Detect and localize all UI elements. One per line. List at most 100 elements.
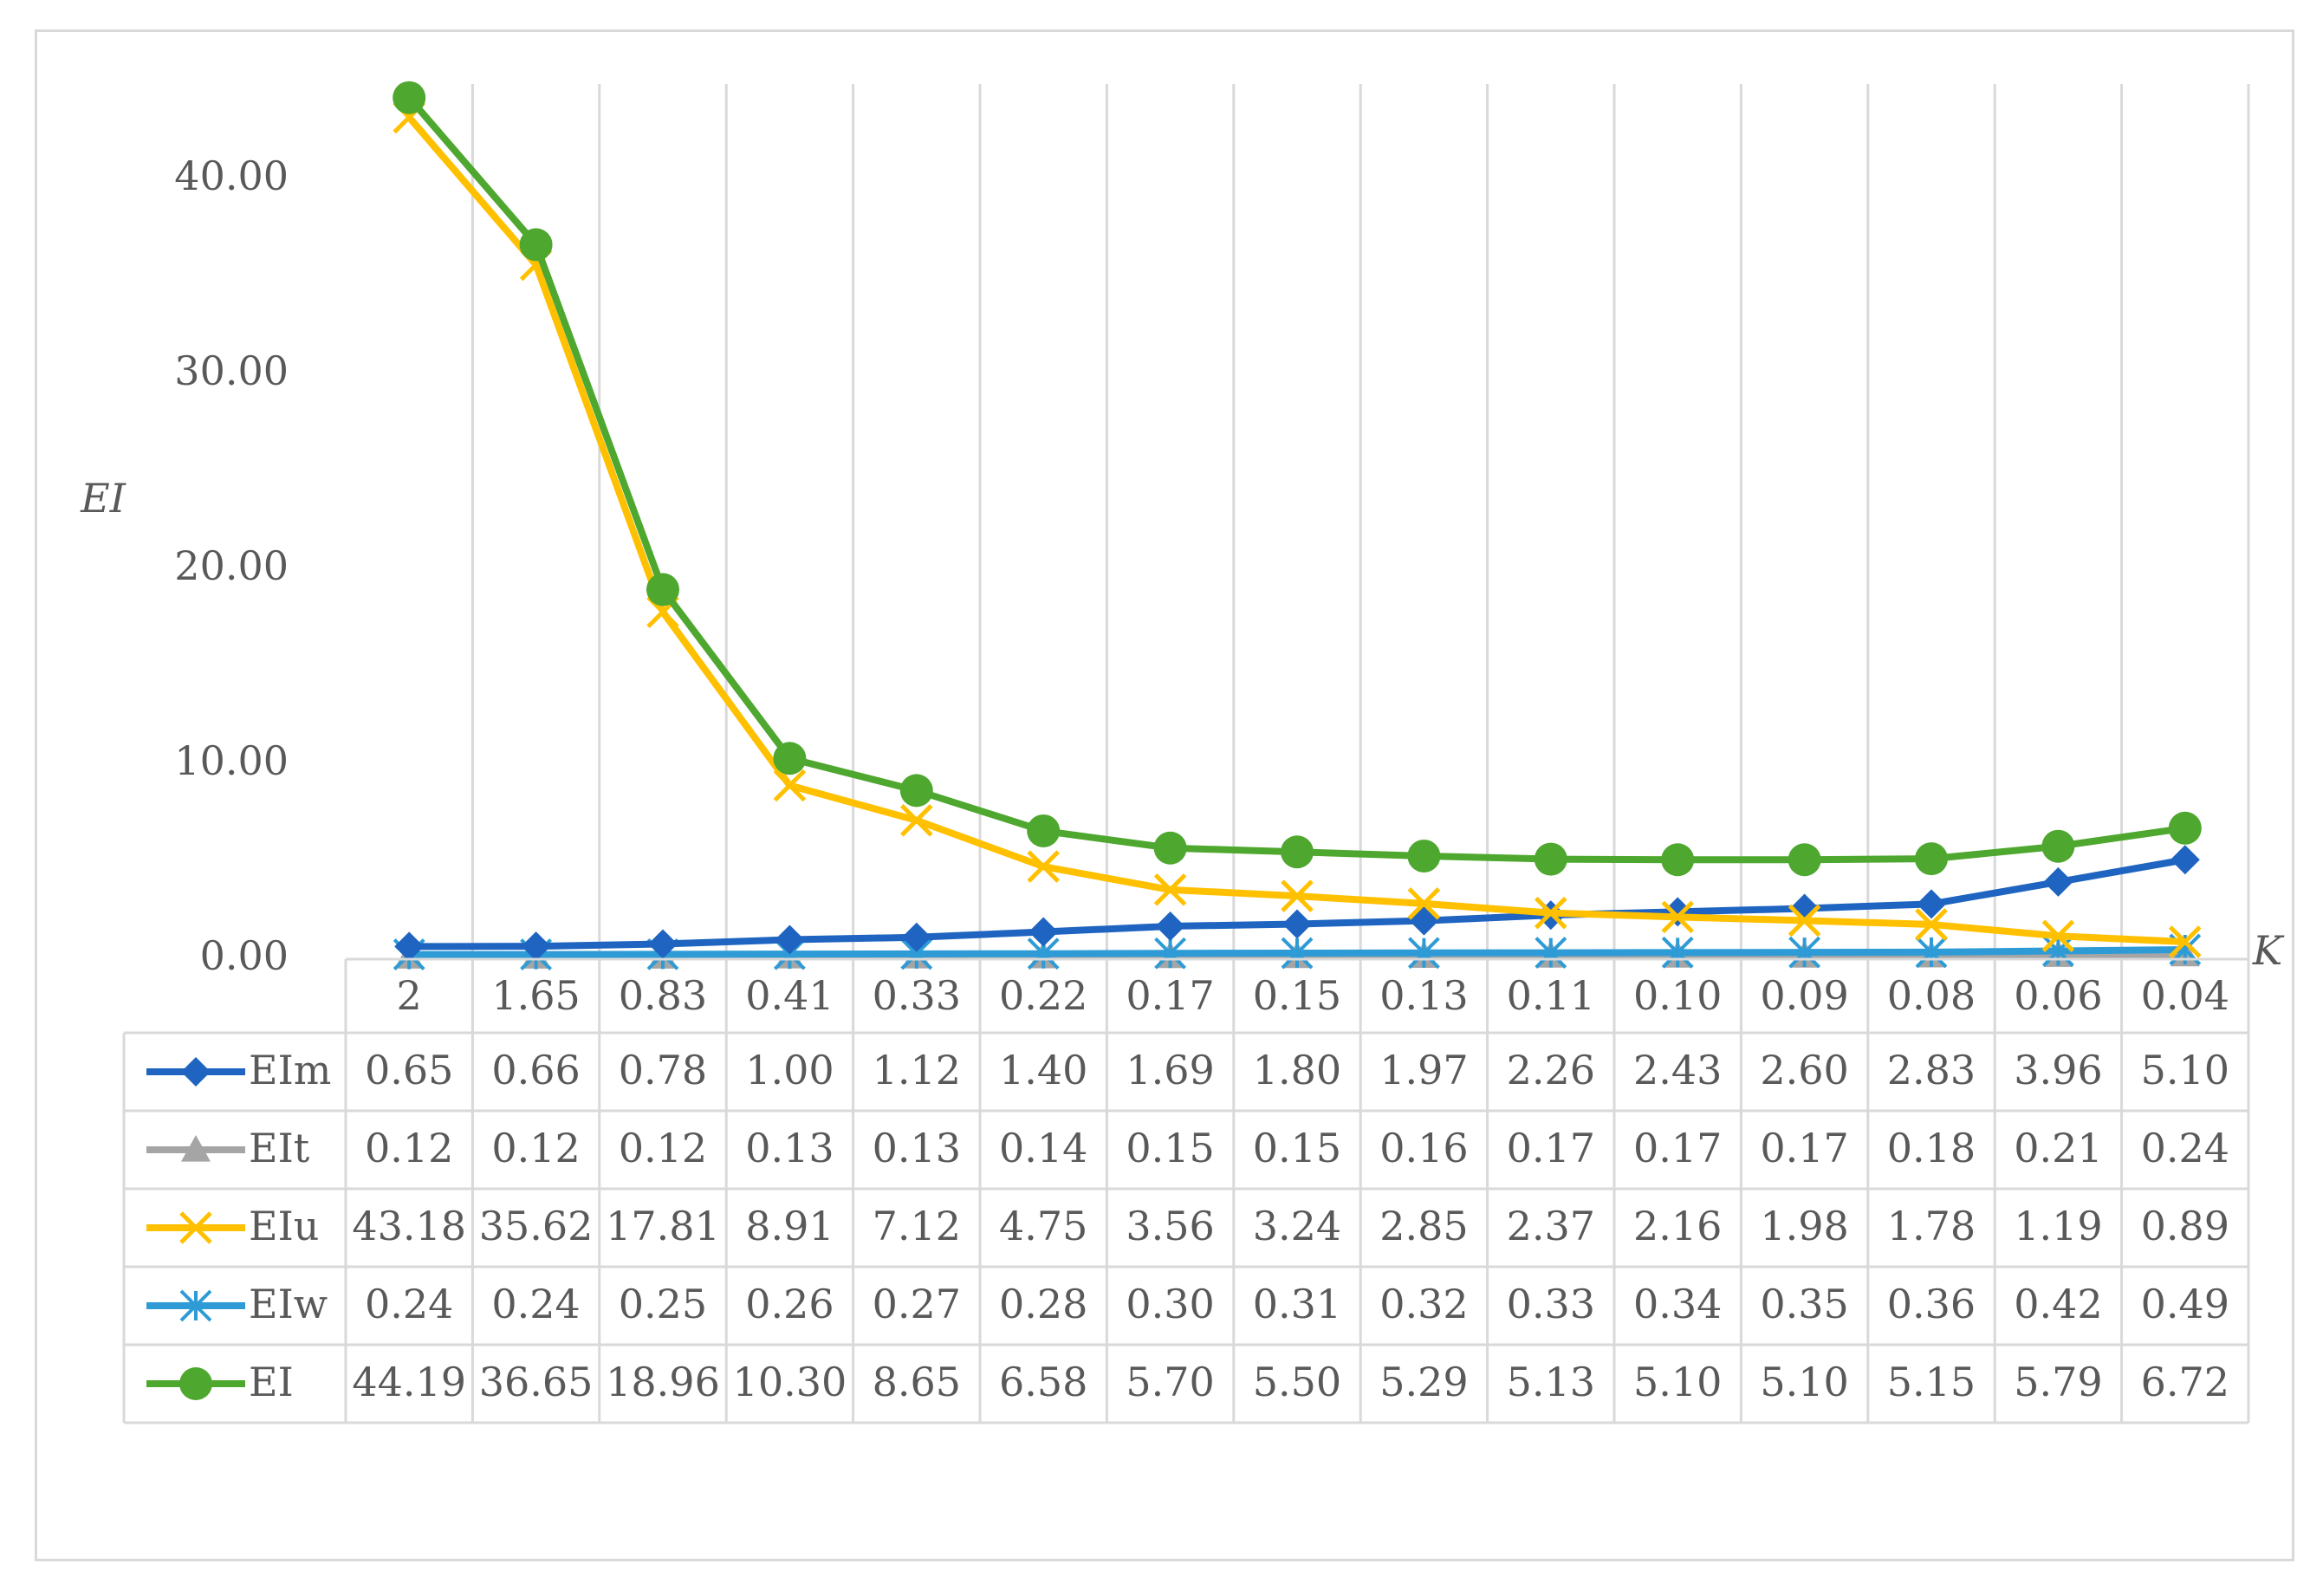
table-cell: 1.80 xyxy=(1253,1047,1341,1093)
table-cell: 10.30 xyxy=(733,1359,847,1405)
table-cell: 35.62 xyxy=(479,1203,594,1249)
legend-label-eiw: EIw xyxy=(249,1281,328,1327)
y-tick-label: 30.00 xyxy=(174,347,289,394)
data-point xyxy=(1409,905,1439,936)
table-cell: 0.26 xyxy=(745,1281,834,1327)
data-point xyxy=(1661,843,1695,877)
x-tick-label: 0.33 xyxy=(873,972,961,1019)
data-point xyxy=(1028,917,1059,947)
table-cell: 1.19 xyxy=(2014,1203,2102,1249)
table-cell: 0.18 xyxy=(1887,1125,1976,1171)
data-point xyxy=(2041,919,2075,952)
table-cell: 5.29 xyxy=(1379,1359,1468,1405)
legend-label-ei: EI xyxy=(249,1359,294,1405)
x-tick-label: 0.09 xyxy=(1760,972,1848,1019)
table-cell: 5.13 xyxy=(1507,1359,1595,1405)
table-cell: 0.21 xyxy=(2014,1125,2102,1171)
table-cell: 2.43 xyxy=(1633,1047,1722,1093)
table-cell: 2.16 xyxy=(1633,1203,1722,1249)
table-cell: 2.83 xyxy=(1887,1047,1976,1093)
y-tick-label: 10.00 xyxy=(174,737,289,784)
data-point xyxy=(1788,936,1821,969)
table-cell: 6.72 xyxy=(2141,1359,2229,1405)
y-axis-title: EI xyxy=(80,475,127,522)
data-point xyxy=(181,1135,211,1162)
data-point xyxy=(1788,843,1821,877)
table-cell: 5.10 xyxy=(2141,1047,2229,1093)
data-point xyxy=(1407,937,1440,970)
data-point xyxy=(900,804,933,837)
data-point xyxy=(648,929,678,959)
table-cell: 0.65 xyxy=(365,1047,453,1093)
data-point xyxy=(1281,879,1314,912)
table-cell: 1.40 xyxy=(999,1047,1087,1093)
x-tick-label: 2 xyxy=(397,972,422,1019)
data-point xyxy=(1534,842,1567,876)
x-tick-label: 0.04 xyxy=(2141,972,2229,1019)
series-line-ei xyxy=(406,95,2186,864)
data-point xyxy=(646,573,679,607)
data-point xyxy=(1407,839,1441,873)
data-point xyxy=(1915,936,1948,969)
table-cell: 0.17 xyxy=(1507,1125,1595,1171)
table-cell: 0.34 xyxy=(1633,1281,1722,1327)
table-cell: 0.36 xyxy=(1887,1281,1976,1327)
data-point xyxy=(1535,896,1567,930)
data-point xyxy=(2168,811,2202,845)
data-point xyxy=(773,742,807,775)
table-cell: 0.89 xyxy=(2141,1203,2229,1249)
x-tick-label: 0.13 xyxy=(1379,972,1468,1019)
y-tick-label: 0.00 xyxy=(200,932,289,979)
data-point xyxy=(1154,937,1187,970)
data-point xyxy=(1153,831,1187,865)
table-cell: 3.96 xyxy=(2014,1047,2102,1093)
data-point xyxy=(1663,897,1693,927)
table-cell: 0.13 xyxy=(745,1125,834,1171)
table-cell: 1.69 xyxy=(1126,1047,1214,1093)
data-point xyxy=(773,769,807,802)
table-cell: 5.10 xyxy=(1760,1359,1848,1405)
table-cell: 8.91 xyxy=(745,1203,834,1249)
data-point xyxy=(1788,904,1821,937)
x-tick-label: 0.10 xyxy=(1633,972,1722,1019)
table-cell: 0.12 xyxy=(365,1125,453,1171)
x-tick-label: 0.22 xyxy=(999,972,1087,1019)
x-tick-label: 0.17 xyxy=(1126,972,1214,1019)
data-point xyxy=(1917,889,1946,919)
table-cell: 3.56 xyxy=(1126,1203,1214,1249)
table-cell: 1.97 xyxy=(1379,1047,1468,1093)
data-point xyxy=(521,931,551,962)
table-cell: 0.32 xyxy=(1379,1281,1468,1327)
table-cell: 0.30 xyxy=(1126,1281,1214,1327)
x-tick-label: 0.08 xyxy=(1887,972,1976,1019)
table-cell: 0.12 xyxy=(619,1125,707,1171)
table-cell: 0.33 xyxy=(1507,1281,1595,1327)
table-cell: 0.12 xyxy=(491,1125,580,1171)
table-cell: 0.24 xyxy=(2141,1125,2229,1171)
x-tick-label: 0.06 xyxy=(2014,972,2102,1019)
data-point xyxy=(1661,900,1694,934)
data-point xyxy=(179,1367,212,1400)
line-chart-with-data-table: 0.00 10.00 20.00 30.00 40.00 EI K 2 1.65 0.83 0.41… xyxy=(80,81,2285,1424)
legend-label-eim: EIm xyxy=(249,1047,331,1093)
legend-label-eit: EIt xyxy=(249,1125,310,1171)
x-tick-label: 0.41 xyxy=(745,972,834,1019)
table-cell: 0.24 xyxy=(491,1281,580,1327)
table-cell: 0.17 xyxy=(1633,1125,1722,1171)
y-tick-label: 20.00 xyxy=(174,542,289,589)
table-cell: 0.24 xyxy=(365,1281,453,1327)
table-cell: 0.31 xyxy=(1253,1281,1341,1327)
chart-frame: 0.00 10.00 20.00 30.00 40.00 EI K 2 1.65 0.83 0.41… xyxy=(35,29,2294,1561)
table-cell: 5.15 xyxy=(1887,1359,1976,1405)
data-point xyxy=(1027,850,1060,883)
data-point xyxy=(1535,937,1567,969)
table-cell: 2.26 xyxy=(1507,1047,1595,1093)
data-point xyxy=(2041,829,2075,863)
table-cell: 0.14 xyxy=(999,1125,1087,1171)
x-axis-title: K xyxy=(2252,927,2285,974)
table-cell: 0.49 xyxy=(2141,1281,2229,1327)
data-point xyxy=(1282,909,1312,939)
data-point xyxy=(1407,887,1441,920)
table-cell: 0.13 xyxy=(873,1125,961,1171)
data-point xyxy=(2041,935,2074,967)
